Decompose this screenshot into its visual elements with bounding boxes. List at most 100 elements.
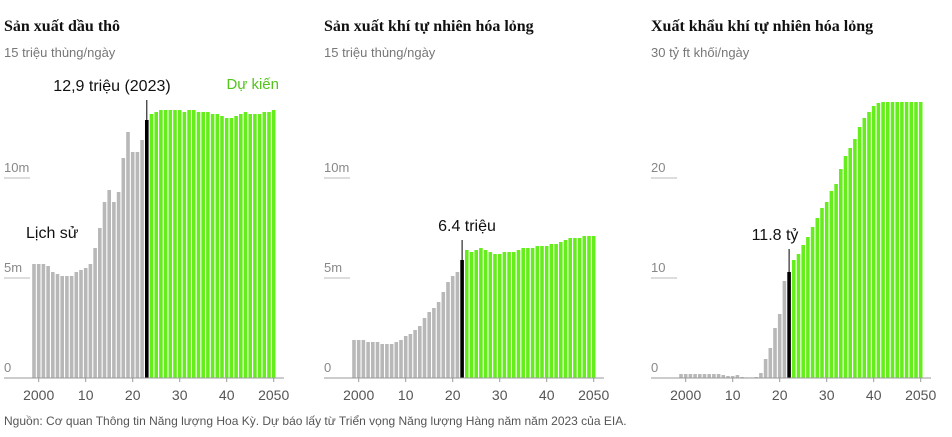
bar-2039 xyxy=(540,246,544,378)
bar-2023 xyxy=(145,120,149,378)
bar-2022 xyxy=(460,260,464,378)
bar-2006 xyxy=(712,374,716,378)
bar-2017 xyxy=(116,192,121,378)
bar-2030 xyxy=(497,254,502,378)
bar-2024 xyxy=(469,252,474,378)
bar-2050 xyxy=(591,236,596,378)
bar-2037 xyxy=(530,248,535,378)
chart-title: Sản xuất dầu thô xyxy=(4,18,120,35)
bar-2020 xyxy=(450,276,455,378)
bar-2019 xyxy=(773,328,777,378)
bar-2001 xyxy=(361,340,366,378)
chart-subtitle: 15 triệu thùng/ngày xyxy=(4,45,116,60)
bar-2005 xyxy=(380,344,384,378)
bar-2001 xyxy=(688,374,693,378)
y-tick-label: 0 xyxy=(4,360,11,375)
bar-2025 xyxy=(474,250,478,378)
bar-2034 xyxy=(196,112,201,378)
bar-2049 xyxy=(914,102,918,378)
y-tick-label: 5m xyxy=(324,260,342,275)
bar-2021 xyxy=(782,281,787,378)
x-tick-label: 20 xyxy=(445,387,461,403)
bar-2013 xyxy=(98,228,102,378)
bar-2004 xyxy=(375,342,380,378)
highlight-annotation: 6.4 triệu xyxy=(438,218,496,235)
x-tick-label: 40 xyxy=(866,387,882,403)
bar-2010 xyxy=(730,376,735,378)
chart-title: Xuất khẩu khí tự nhiên hóa lỏng xyxy=(651,18,873,35)
bar-2005 xyxy=(60,276,64,378)
y-axis: 0 5m 10m xyxy=(324,160,350,375)
chart-panel-crude-oil-production: Sản xuất dầu thô 15 triệu thùng/ngày 0 5m… xyxy=(4,18,289,403)
bar-2008 xyxy=(721,375,726,378)
x-tick-label: 40 xyxy=(539,387,555,403)
highlight-annotation: 11.8 tỷ xyxy=(752,227,799,244)
bar-2045 xyxy=(895,102,899,378)
bar-2040 xyxy=(871,106,876,378)
bar-2020 xyxy=(130,152,135,378)
y-tick-label: 0 xyxy=(651,360,658,375)
bar-2023 xyxy=(465,250,469,378)
x-tick-label: 10 xyxy=(725,387,741,403)
bar-2039 xyxy=(220,116,224,378)
bar-2028 xyxy=(815,218,820,378)
bar-2037 xyxy=(210,114,215,378)
bar-2021 xyxy=(135,152,140,378)
chart-title: Sản xuất khí tự nhiên hóa lỏng xyxy=(324,18,534,35)
bar-2040 xyxy=(544,246,549,378)
bar-2017 xyxy=(763,359,768,378)
bar-2007 xyxy=(389,344,394,378)
bar-2001 xyxy=(41,264,46,378)
forecast-annotation: Dự kiến xyxy=(226,76,279,93)
bar-2046 xyxy=(253,114,257,378)
chart-panel-ngl-production: Sản xuất khí tự nhiên hóa lỏng 15 triệu … xyxy=(324,18,609,403)
bar-2026 xyxy=(479,248,483,378)
bar-2017 xyxy=(436,302,441,378)
bar-2018 xyxy=(121,158,126,378)
bar-2010 xyxy=(83,268,88,378)
bar-2044 xyxy=(243,112,248,378)
y-tick-label: 10m xyxy=(4,160,29,175)
bar-2021 xyxy=(455,272,460,378)
bar-2007 xyxy=(69,276,74,378)
y-axis: 0 5m 10m xyxy=(4,160,30,375)
x-tick-label: 20 xyxy=(772,387,788,403)
bar-2033 xyxy=(192,110,196,378)
x-tick-label: 30 xyxy=(172,387,188,403)
bar-2014 xyxy=(102,202,107,378)
bar-2022 xyxy=(140,140,144,378)
bar-2036 xyxy=(206,112,210,378)
bar-2034 xyxy=(516,250,521,378)
bar-2038 xyxy=(215,114,220,378)
bar-2043 xyxy=(239,114,243,378)
chart-panel-lng-exports: Xuất khẩu khí tự nhiên hóa lỏng 30 tỷ ft… xyxy=(651,18,936,403)
x-axis: 2000 10 20 30 40 2050 xyxy=(670,378,936,403)
bar-2000 xyxy=(356,340,361,378)
x-tick-label: 2050 xyxy=(905,387,936,403)
bar-2027 xyxy=(810,227,815,378)
bar-2032 xyxy=(834,184,838,378)
bar-2028 xyxy=(168,110,173,378)
bar-2004 xyxy=(55,274,60,378)
bar-2048 xyxy=(909,102,914,378)
y-tick-label: 5m xyxy=(4,260,22,275)
bar-series xyxy=(679,102,923,378)
bar-2041 xyxy=(876,103,881,378)
x-tick-label: 30 xyxy=(492,387,508,403)
bar-2041 xyxy=(549,244,554,378)
bar-2042 xyxy=(881,102,885,378)
bar-2029 xyxy=(820,208,824,378)
bar-2049 xyxy=(587,236,591,378)
chart-subtitle: 30 tỷ ft khối/ngày xyxy=(651,45,750,60)
x-tick-label: 20 xyxy=(125,387,141,403)
bar-2029 xyxy=(493,254,497,378)
history-annotation: Lịch sử xyxy=(26,225,79,242)
bar-2047 xyxy=(257,114,262,378)
bar-2003 xyxy=(51,272,55,378)
bar-2009 xyxy=(79,270,83,378)
bar-1999 xyxy=(679,374,683,378)
bar-2023 xyxy=(792,260,796,378)
bar-2035 xyxy=(201,112,205,378)
bar-2042 xyxy=(554,244,558,378)
